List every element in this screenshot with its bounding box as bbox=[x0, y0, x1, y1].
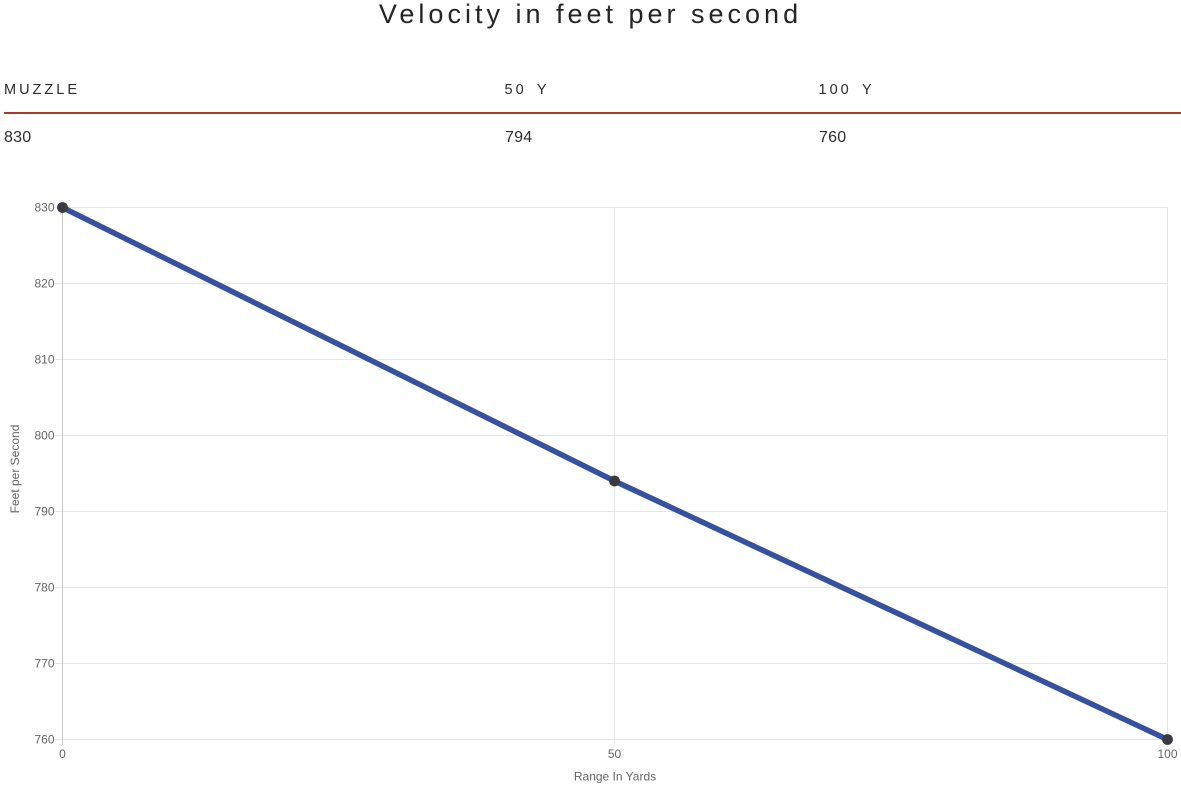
svg-text:Range In Yards: Range In Yards bbox=[574, 770, 656, 784]
svg-text:790: 790 bbox=[34, 505, 54, 519]
svg-text:770: 770 bbox=[34, 657, 54, 671]
svg-text:830: 830 bbox=[34, 201, 54, 215]
svg-text:0: 0 bbox=[59, 747, 66, 761]
svg-text:Feet per Second: Feet per Second bbox=[8, 425, 22, 514]
svg-text:810: 810 bbox=[34, 353, 54, 367]
svg-text:100: 100 bbox=[1157, 747, 1177, 761]
svg-text:820: 820 bbox=[34, 277, 54, 291]
svg-text:780: 780 bbox=[34, 581, 54, 595]
svg-text:760: 760 bbox=[34, 733, 54, 747]
svg-text:50: 50 bbox=[608, 747, 622, 761]
svg-text:800: 800 bbox=[34, 429, 54, 443]
